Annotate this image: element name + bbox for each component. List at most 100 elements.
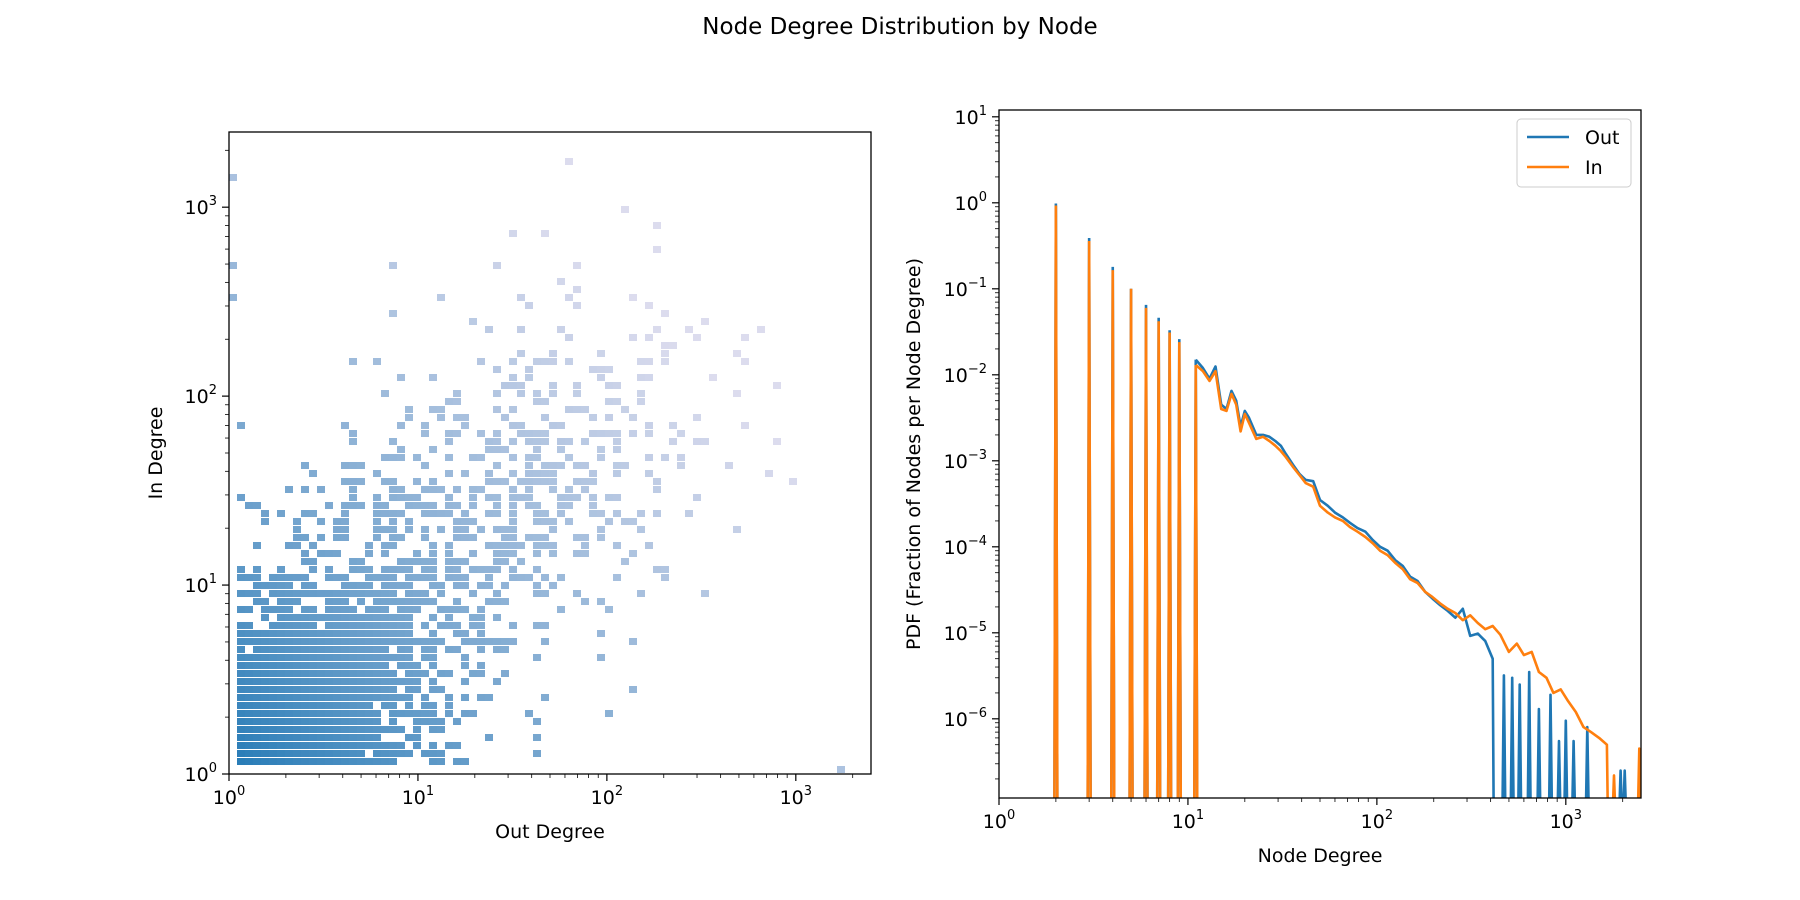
histogram-cell [613, 430, 621, 437]
histogram-cell [253, 582, 261, 589]
histogram-cell [341, 582, 349, 589]
histogram-cell [381, 678, 389, 685]
histogram-cell [349, 566, 357, 573]
histogram-cell [597, 350, 605, 357]
histogram-cell [357, 702, 365, 709]
histogram-cell [405, 670, 413, 677]
histogram-cell [453, 486, 461, 493]
histogram-cell [341, 510, 349, 517]
histogram-cell [381, 614, 389, 621]
histogram-cell [317, 486, 325, 493]
histogram-cell [421, 718, 429, 725]
histogram-cell [277, 670, 285, 677]
histogram-cell [469, 622, 477, 629]
histogram-cell [389, 526, 397, 533]
histogram-cell [365, 670, 373, 677]
histogram-cell [533, 590, 541, 597]
histogram-cell [397, 454, 405, 461]
histogram-cell [341, 534, 349, 541]
histogram-cell [445, 574, 453, 581]
series-in-spike [1128, 288, 1134, 798]
histogram-cell [373, 622, 381, 629]
histogram-cell [341, 502, 349, 509]
histogram-cell [493, 598, 501, 605]
histogram-cell [253, 694, 261, 701]
histogram-cell [373, 646, 381, 653]
histogram-cell [597, 374, 605, 381]
histogram-cell [421, 598, 429, 605]
histogram-cell [533, 430, 541, 437]
histogram-cell [421, 670, 429, 677]
histogram-cell [341, 478, 349, 485]
histogram-cell [349, 726, 357, 733]
histogram-cell [533, 582, 541, 589]
histogram-cell [381, 694, 389, 701]
histogram-cell [493, 614, 501, 621]
histogram-cell [413, 670, 421, 677]
histogram-cell [349, 358, 357, 365]
histogram-cell [277, 686, 285, 693]
histogram-cell [277, 758, 285, 765]
histogram-cell [237, 710, 245, 717]
histogram-cell [293, 622, 301, 629]
histogram-cell [325, 654, 333, 661]
histogram-cell [365, 606, 373, 613]
histogram-cell [293, 750, 301, 757]
right-x-tick-label: 102 [1361, 808, 1393, 833]
histogram-cell [373, 710, 381, 717]
series-out-line [1194, 358, 1627, 798]
histogram-cell [317, 678, 325, 685]
histogram-cell [245, 734, 253, 741]
histogram-cell [533, 750, 541, 757]
histogram-cell [517, 294, 525, 301]
histogram-cell [645, 454, 653, 461]
right-y-ticks: 10−6 10−5 10−4 10−3 10−2 10−1 100 101 [944, 104, 999, 780]
histogram-cell [365, 726, 373, 733]
histogram-cell [237, 422, 245, 429]
histogram-cell [349, 758, 357, 765]
histogram-cell [565, 406, 573, 413]
histogram-cell [517, 558, 525, 565]
histogram-cell [605, 518, 613, 525]
histogram-cell [685, 510, 693, 517]
histogram-cell [405, 558, 413, 565]
histogram-cell [629, 518, 637, 525]
histogram-cell [237, 750, 245, 757]
histogram-cell [413, 454, 421, 461]
histogram-cell [725, 462, 733, 469]
histogram-cell [461, 694, 469, 701]
histogram-cell [493, 390, 501, 397]
histogram-cell [277, 726, 285, 733]
histogram-cell [325, 590, 333, 597]
histogram-cell [325, 758, 333, 765]
histogram-cell [349, 702, 357, 709]
histogram-cell [405, 710, 413, 717]
histogram-cell [373, 598, 381, 605]
histogram-cell [397, 678, 405, 685]
histogram-cell [357, 582, 365, 589]
histogram-cell [381, 654, 389, 661]
right-y-tick-label: 100 [955, 190, 987, 215]
histogram-cell [349, 478, 357, 485]
histogram-cell [525, 454, 533, 461]
histogram-cell [285, 590, 293, 597]
histogram-cell [453, 718, 461, 725]
histogram-cell [349, 438, 357, 445]
histogram-cell [357, 622, 365, 629]
histogram-cell [429, 646, 437, 653]
histogram-cell [621, 206, 629, 213]
histogram-cell [237, 686, 245, 693]
histogram-cell [421, 558, 429, 565]
histogram-cell [269, 702, 277, 709]
histogram-cell [301, 710, 309, 717]
histogram-cell [245, 670, 253, 677]
histogram-cell [373, 494, 381, 501]
histogram-cell [349, 750, 357, 757]
histogram-cell [285, 638, 293, 645]
histogram-cell [301, 462, 309, 469]
histogram-cell [509, 534, 517, 541]
histogram-cell [509, 438, 517, 445]
histogram-cell [381, 750, 389, 757]
histogram-cell [381, 590, 389, 597]
histogram-cell [693, 494, 701, 501]
